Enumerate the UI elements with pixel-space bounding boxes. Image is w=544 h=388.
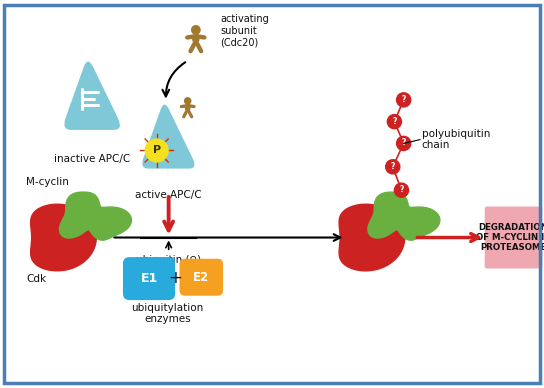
Text: activating
subunit
(Cdc20): activating subunit (Cdc20) — [220, 14, 269, 48]
Text: inactive APC/C: inactive APC/C — [54, 154, 131, 164]
Text: ubiquitylation
enzymes: ubiquitylation enzymes — [132, 303, 203, 324]
Circle shape — [145, 139, 168, 162]
Circle shape — [397, 136, 411, 151]
Text: M-cyclin: M-cyclin — [26, 177, 69, 187]
Text: DEGRADATION
OF M-CYCLIN IN
PROTEASOME: DEGRADATION OF M-CYCLIN IN PROTEASOME — [476, 223, 544, 253]
FancyBboxPatch shape — [485, 206, 542, 268]
Text: ubiquitin (♀): ubiquitin (♀) — [136, 255, 201, 265]
Text: Cdk: Cdk — [26, 274, 46, 284]
FancyBboxPatch shape — [123, 257, 175, 300]
PathPatch shape — [142, 104, 195, 169]
Text: E2: E2 — [193, 271, 209, 284]
Text: active APC/C: active APC/C — [135, 190, 202, 200]
Text: +: + — [168, 269, 182, 288]
PathPatch shape — [64, 62, 120, 130]
Text: ?: ? — [392, 117, 397, 126]
Circle shape — [394, 183, 409, 197]
Circle shape — [387, 114, 401, 129]
Polygon shape — [368, 192, 440, 240]
Circle shape — [397, 93, 411, 107]
FancyBboxPatch shape — [180, 259, 223, 296]
Text: ?: ? — [401, 139, 406, 147]
Text: ?: ? — [391, 162, 395, 171]
Text: E1: E1 — [140, 272, 158, 285]
Text: ?: ? — [401, 95, 406, 104]
Text: polyubiquitin
chain: polyubiquitin chain — [422, 129, 490, 151]
Text: P: P — [153, 146, 160, 156]
Ellipse shape — [186, 104, 190, 111]
Circle shape — [191, 26, 200, 34]
Polygon shape — [30, 204, 96, 271]
Circle shape — [386, 160, 400, 174]
Text: ?: ? — [399, 185, 404, 194]
Circle shape — [184, 98, 191, 104]
Ellipse shape — [193, 35, 199, 43]
Polygon shape — [59, 192, 132, 240]
Polygon shape — [339, 204, 405, 271]
